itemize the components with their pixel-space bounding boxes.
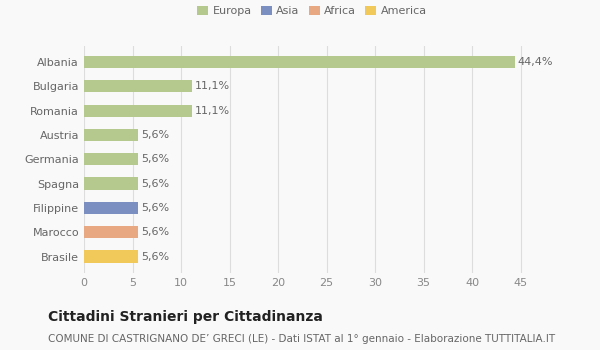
Bar xyxy=(84,226,139,238)
Text: 5,6%: 5,6% xyxy=(141,227,169,237)
Bar xyxy=(84,177,139,190)
Legend: Europa, Asia, Africa, America: Europa, Asia, Africa, America xyxy=(197,6,427,16)
Text: 5,6%: 5,6% xyxy=(141,130,169,140)
Bar xyxy=(84,153,139,165)
Text: 44,4%: 44,4% xyxy=(518,57,553,67)
Text: 11,1%: 11,1% xyxy=(194,106,230,116)
Text: 5,6%: 5,6% xyxy=(141,154,169,164)
Bar xyxy=(84,80,191,92)
Text: 5,6%: 5,6% xyxy=(141,203,169,213)
Text: 11,1%: 11,1% xyxy=(194,81,230,91)
Text: Cittadini Stranieri per Cittadinanza: Cittadini Stranieri per Cittadinanza xyxy=(48,310,323,324)
Bar xyxy=(84,105,191,117)
Text: 5,6%: 5,6% xyxy=(141,252,169,261)
Bar xyxy=(84,56,515,68)
Text: 5,6%: 5,6% xyxy=(141,178,169,189)
Bar xyxy=(84,129,139,141)
Bar xyxy=(84,251,139,262)
Text: COMUNE DI CASTRIGNANO DE’ GRECI (LE) - Dati ISTAT al 1° gennaio - Elaborazione T: COMUNE DI CASTRIGNANO DE’ GRECI (LE) - D… xyxy=(48,334,555,344)
Bar xyxy=(84,202,139,214)
